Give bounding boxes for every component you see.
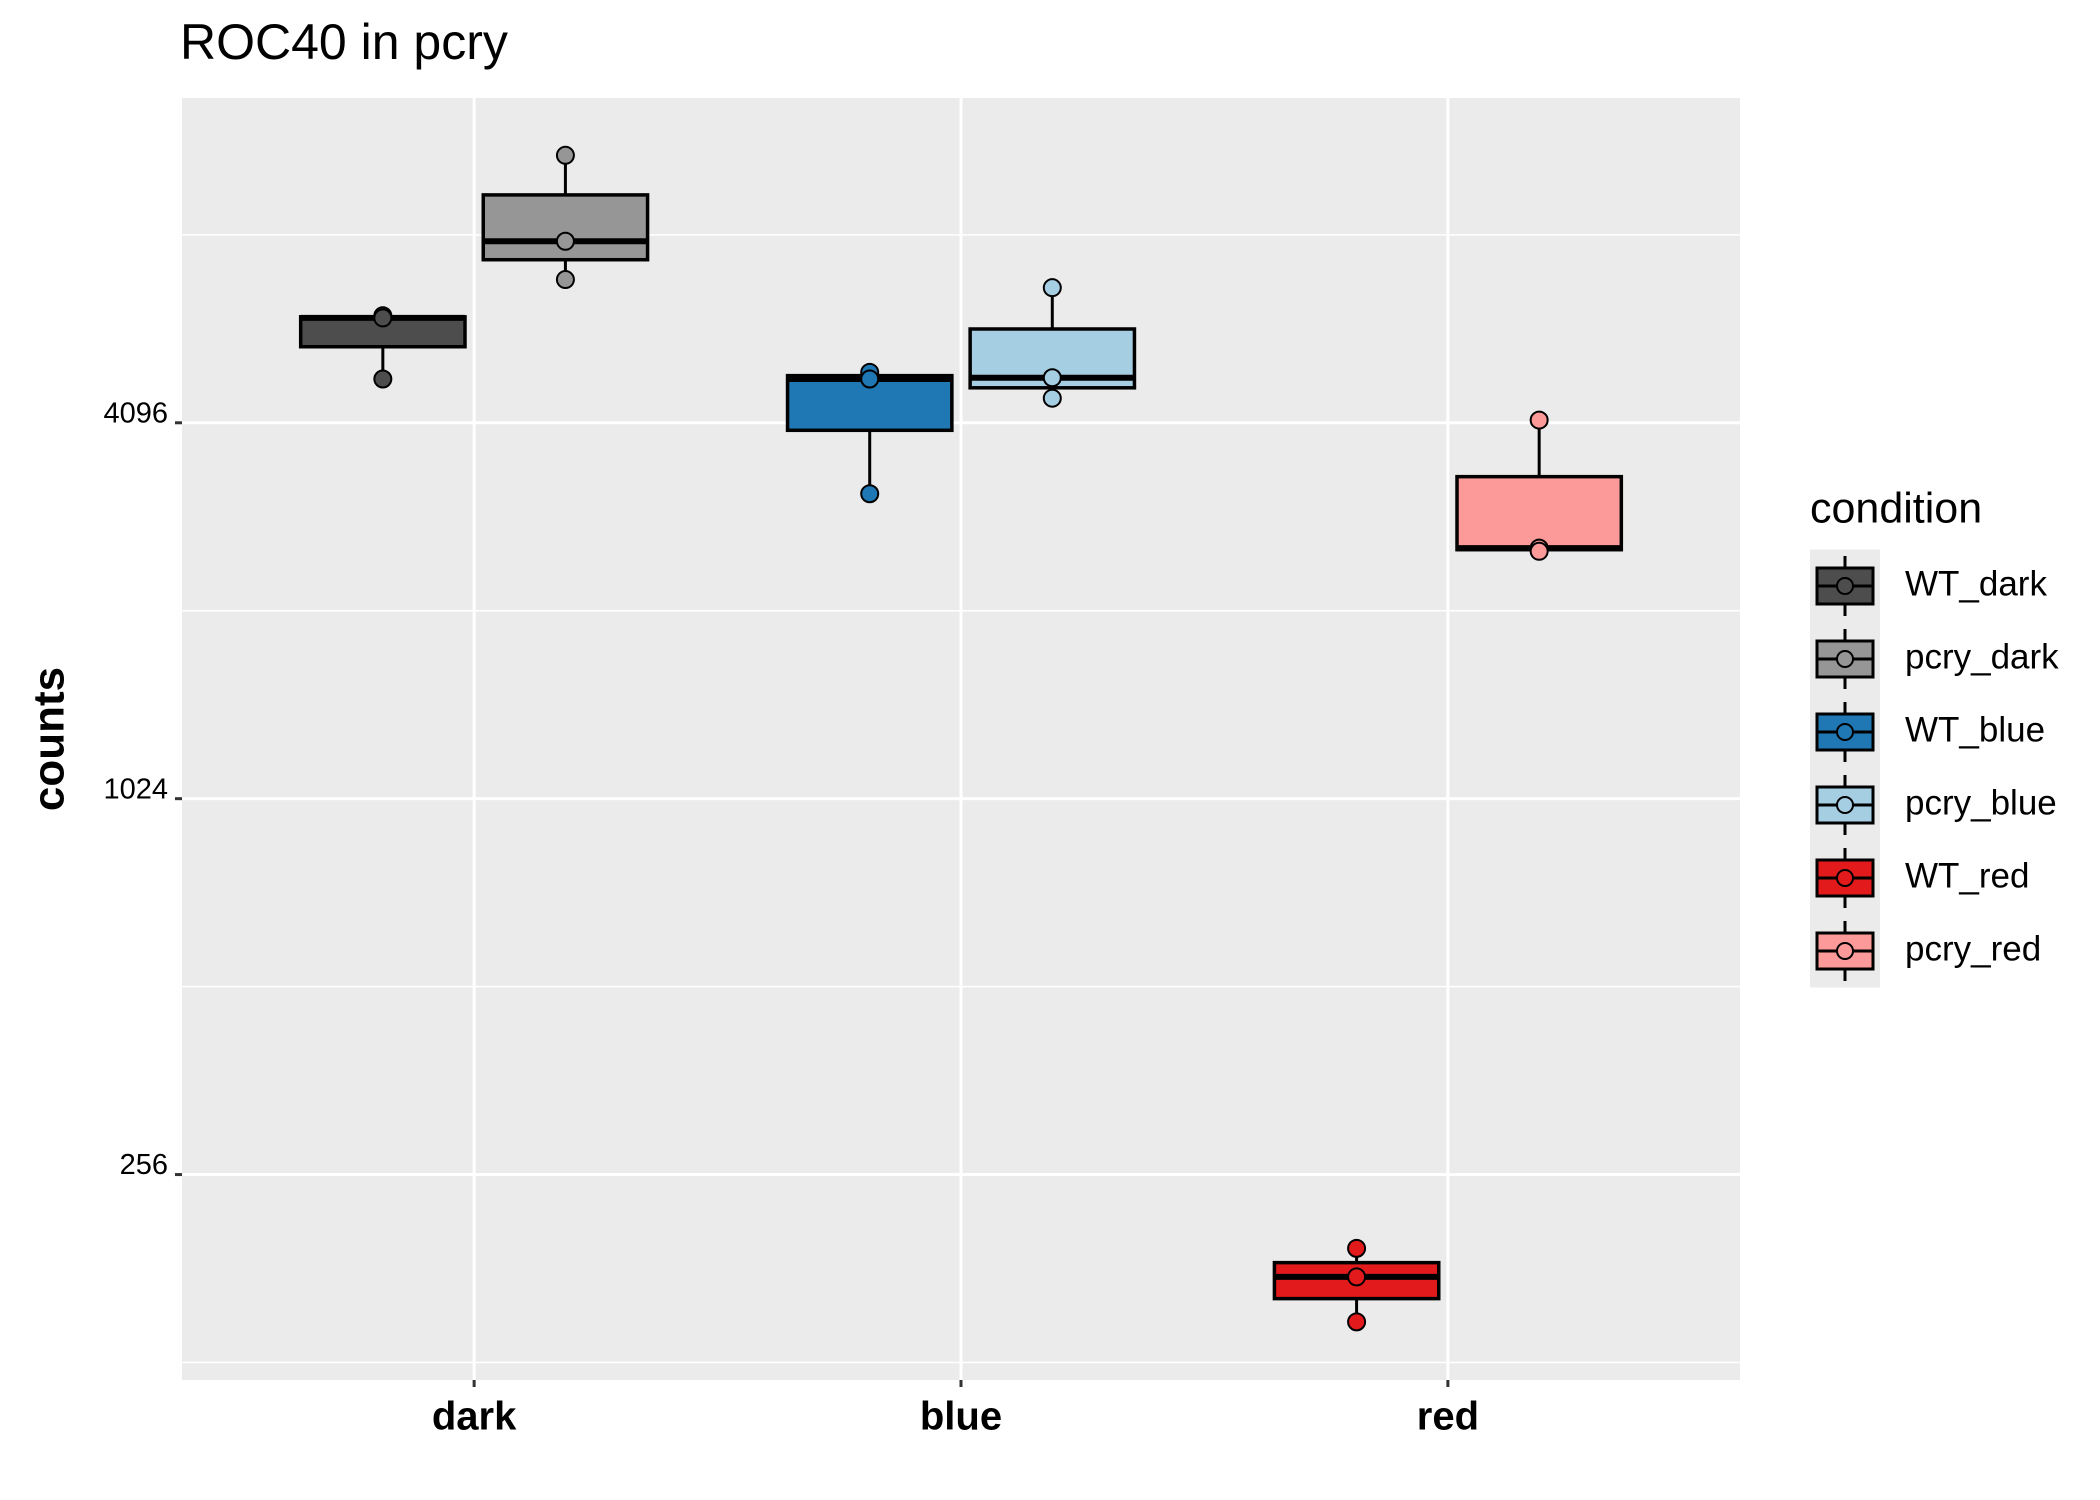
point	[860, 369, 880, 389]
point	[555, 270, 575, 290]
point	[1529, 541, 1549, 561]
box	[1455, 474, 1624, 552]
legend-label: pcry_red	[1905, 929, 2041, 968]
y-axis-title: counts	[25, 667, 74, 811]
legend-label: WT_dark	[1905, 564, 2047, 603]
point	[1042, 368, 1062, 388]
point	[555, 145, 575, 165]
y-tick-label: 256	[120, 1149, 168, 1181]
point	[1347, 1267, 1367, 1287]
x-tick-label: red	[1417, 1395, 1479, 1439]
legend-label: pcry_dark	[1905, 637, 2059, 676]
x-tick-label: blue	[920, 1395, 1002, 1439]
point	[1042, 278, 1062, 298]
point	[1347, 1238, 1367, 1258]
point	[373, 369, 393, 389]
y-tick-label: 1024	[103, 773, 168, 805]
legend-title: condition	[1810, 484, 1982, 532]
legend-key-point	[1836, 650, 1854, 668]
legend-label: pcry_blue	[1905, 783, 2057, 822]
legend-label: WT_red	[1905, 856, 2029, 895]
y-tick-label: 4096	[103, 397, 168, 429]
legend-key-point	[1836, 869, 1854, 887]
x-tick-label: dark	[432, 1395, 517, 1439]
point	[860, 484, 880, 504]
point	[1529, 410, 1549, 430]
point	[373, 308, 393, 328]
point	[1347, 1312, 1367, 1332]
legend-key-point	[1836, 942, 1854, 960]
legend-key-point	[1836, 796, 1854, 814]
point	[555, 231, 575, 251]
legend-label: WT_blue	[1905, 710, 2045, 749]
chart-title: ROC40 in pcry	[180, 14, 508, 70]
point	[1042, 388, 1062, 408]
legend-key-point	[1836, 723, 1854, 741]
legend-key-point	[1836, 577, 1854, 595]
